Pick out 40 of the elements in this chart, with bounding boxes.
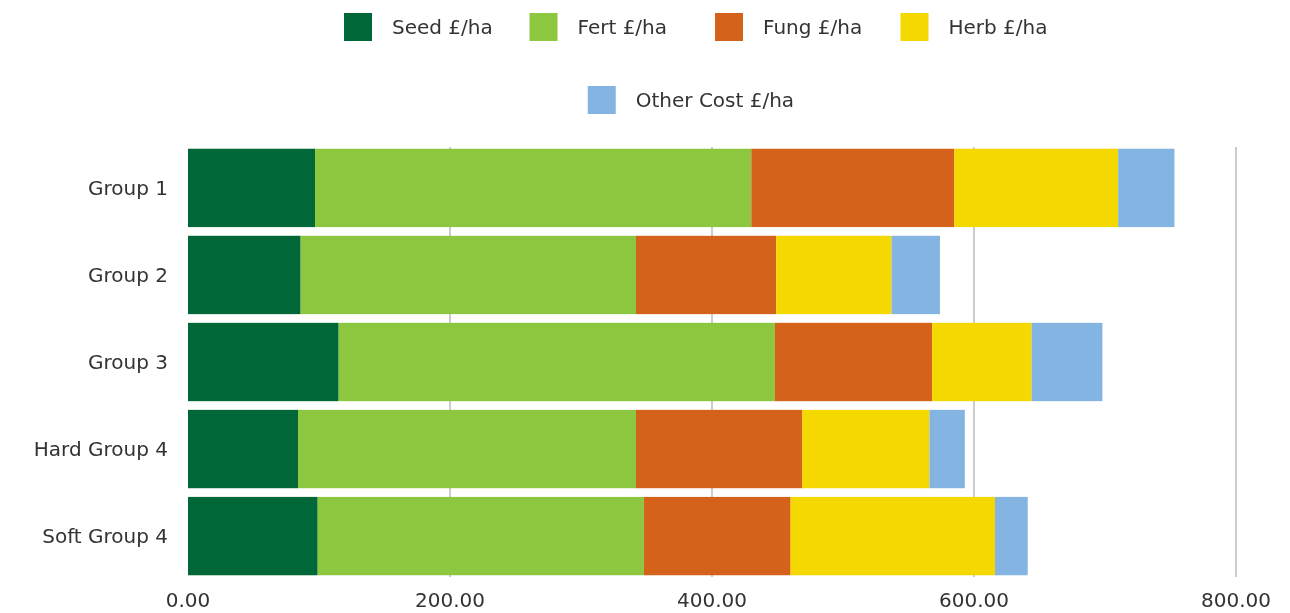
bar <box>188 235 301 315</box>
legend-label: Seed £/ha <box>392 15 493 39</box>
bar <box>643 496 791 576</box>
x-tick-label: 200.00 <box>415 588 485 612</box>
bar <box>954 148 1119 228</box>
bar <box>317 496 644 576</box>
bar <box>188 496 318 576</box>
y-tick-label: Group 3 <box>88 350 168 374</box>
legend-label: Fung £/ha <box>763 15 863 39</box>
bar <box>188 148 316 228</box>
x-tick-label: 400.00 <box>677 588 747 612</box>
bar <box>776 235 892 315</box>
legend-label: Fert £/ha <box>577 15 668 39</box>
bar <box>188 409 299 489</box>
x-tick-label: 600.00 <box>939 588 1009 612</box>
bar <box>891 235 940 315</box>
y-tick-label: Group 2 <box>88 262 168 287</box>
y-tick-label: Group 1 <box>88 175 168 200</box>
bar <box>751 148 955 228</box>
bar <box>994 496 1028 576</box>
x-tick-label: 800.00 <box>1201 588 1271 612</box>
y-tick-label: Hard Group 4 <box>33 437 168 462</box>
bar <box>300 235 637 315</box>
bar <box>1118 148 1175 228</box>
bar <box>315 148 752 228</box>
y-tick-label: Soft Group 4 <box>42 524 168 549</box>
x-tick-label: 0.00 <box>165 588 211 612</box>
bar <box>636 409 803 489</box>
bar <box>338 322 775 402</box>
bar <box>188 322 339 402</box>
bar <box>774 322 933 402</box>
bar <box>932 322 1032 402</box>
legend-label: Herb £/ha <box>948 15 1048 39</box>
bar <box>1031 322 1103 402</box>
legend-label: Other Cost £/ha <box>635 88 795 112</box>
bar <box>802 409 930 489</box>
bar <box>298 409 637 489</box>
bar <box>636 235 777 315</box>
bar <box>929 409 965 489</box>
bar <box>790 496 995 576</box>
